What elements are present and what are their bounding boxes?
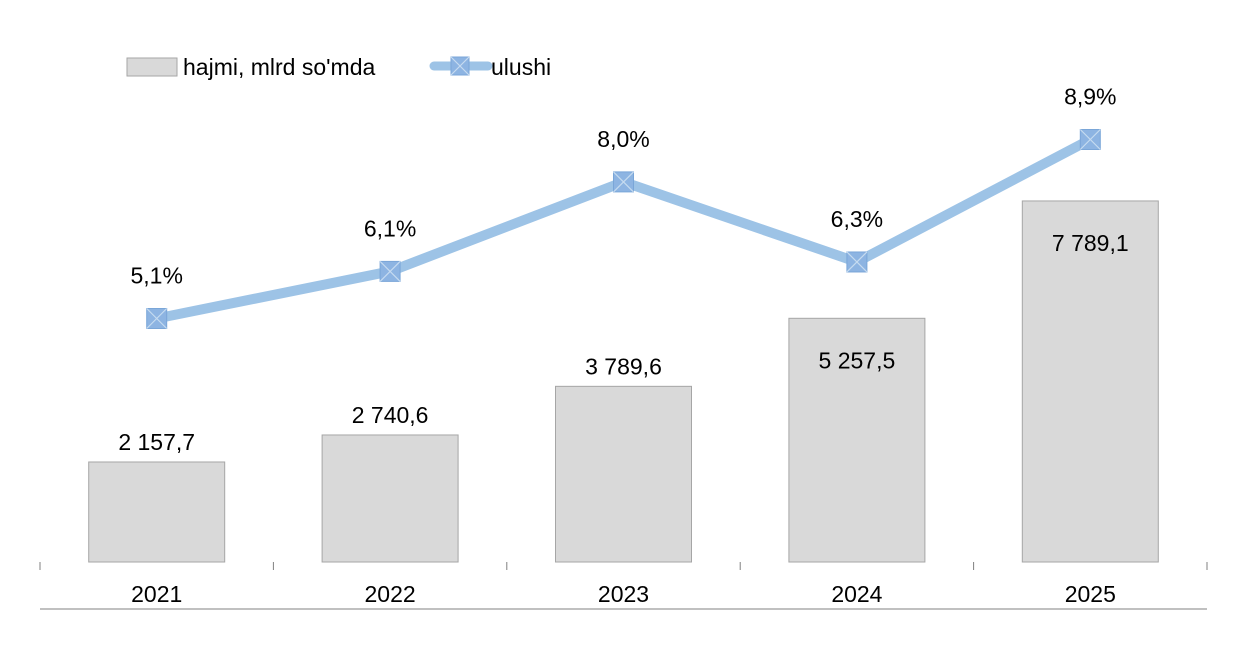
x-tick-label: 2025 (1065, 581, 1116, 607)
x-axis: 2021 2022 2023 2024 2025 (39, 562, 1208, 610)
bar-2021 (88, 461, 226, 563)
marker-2024 (846, 251, 868, 273)
line-value-label: 6,1% (364, 215, 416, 241)
bar-2024 (788, 317, 926, 563)
marker-2025 (1079, 129, 1101, 150)
marker-2022 (379, 260, 401, 282)
x-tick-label: 2022 (365, 581, 416, 607)
bar-2025 (1021, 200, 1159, 563)
x-tick-label: 2021 (131, 581, 182, 607)
bar-value-label: 5 257,5 (819, 347, 896, 373)
legend-swatch-marker (450, 56, 470, 76)
line-value-label: 8,0% (597, 126, 649, 152)
legend-swatch-bar (126, 57, 178, 77)
marker-2021 (146, 308, 168, 329)
marker-2023 (613, 171, 634, 193)
bar-value-label: 3 789,6 (585, 353, 662, 379)
bar-value-label: 2 740,6 (352, 402, 429, 428)
data-labels: 2 157,7 2 740,6 3 789,6 5 257,5 7 789,1 5,1% 6… (118, 84, 1128, 455)
bar-value-label: 2 157,7 (118, 429, 195, 455)
x-tick-label: 2024 (831, 581, 882, 607)
x-tick-label: 2023 (598, 581, 649, 607)
bars (88, 200, 1159, 563)
line-series (146, 129, 1101, 329)
line-ulushi (151, 134, 1096, 324)
line-value-label: 5,1% (130, 263, 182, 289)
bar-2022 (321, 434, 459, 563)
legend-label-bar: hajmi, mlrd so'mda (183, 54, 375, 80)
legend-label-line: ulushi (491, 54, 551, 80)
line-value-label: 6,3% (831, 206, 883, 232)
bar-value-label: 7 789,1 (1052, 230, 1129, 256)
legend: hajmi, mlrd so'mda ulushi (126, 54, 551, 80)
line-value-label: 8,9% (1064, 84, 1116, 110)
bar-2023 (555, 385, 692, 563)
